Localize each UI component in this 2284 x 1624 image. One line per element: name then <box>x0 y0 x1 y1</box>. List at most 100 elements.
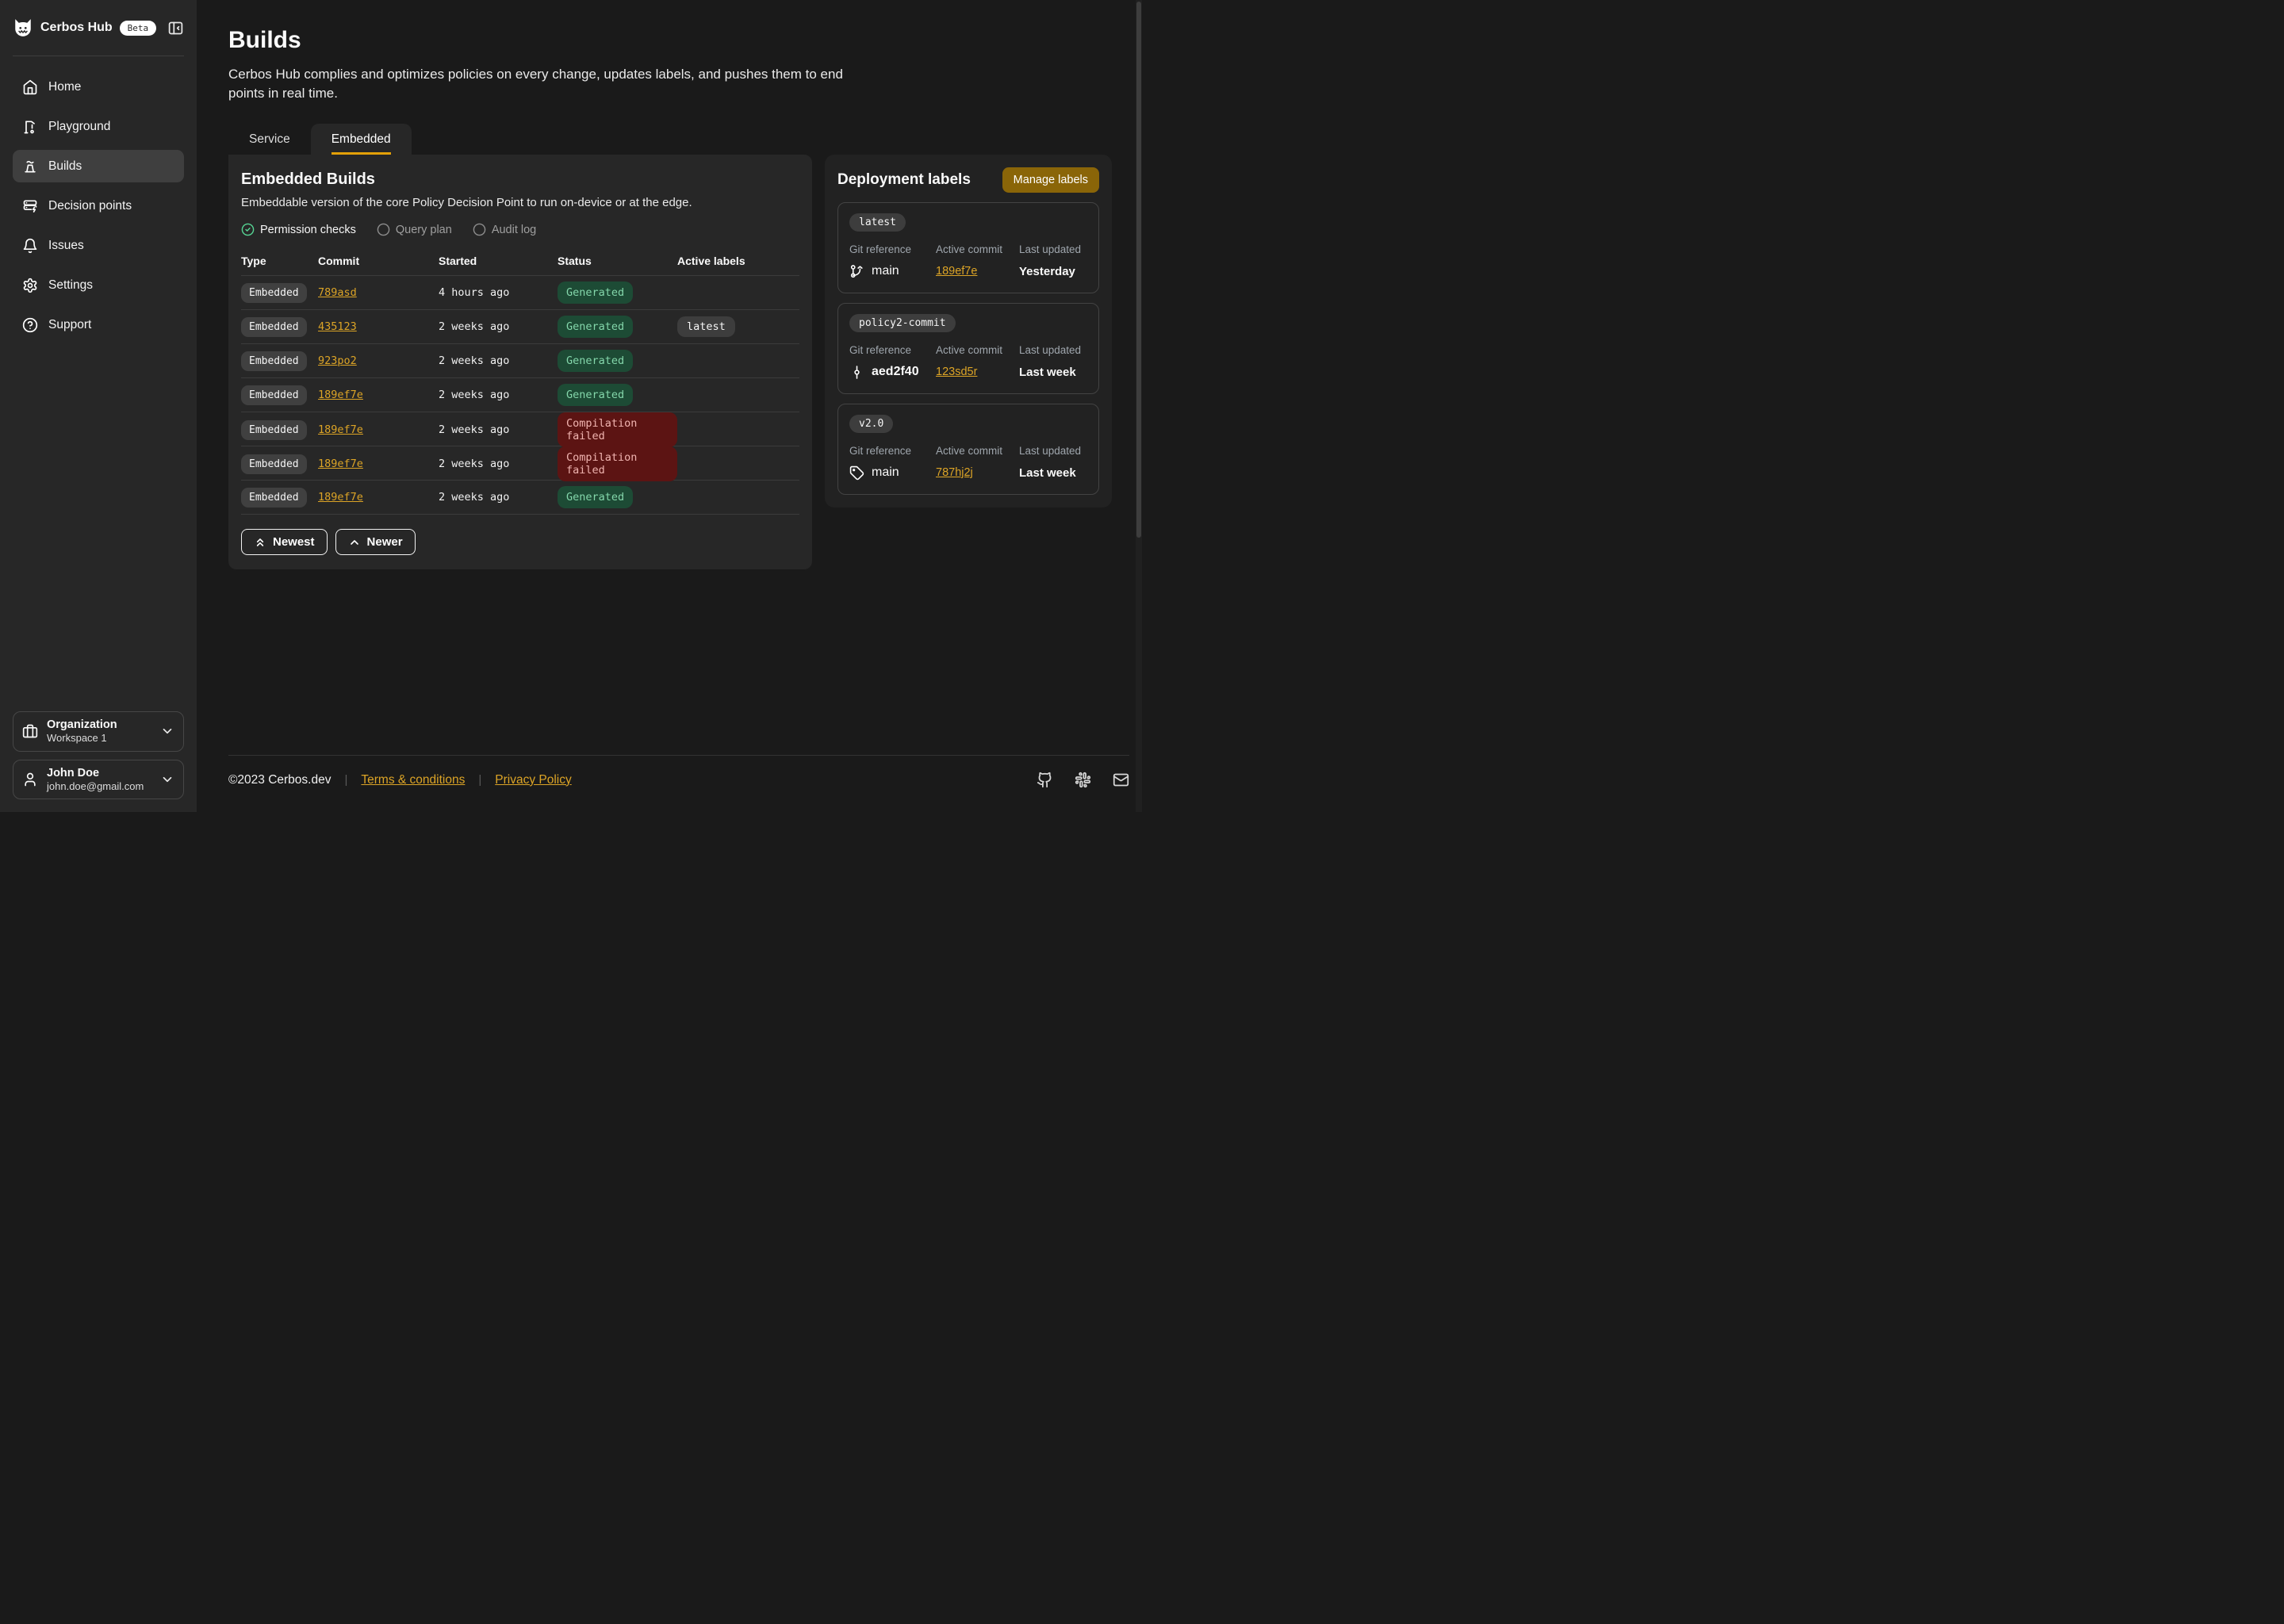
table-row: Embedded 189ef7e 2 weeks ago Compilation… <box>241 446 799 481</box>
last-updated-value: Last week <box>1019 365 1076 379</box>
github-icon[interactable] <box>1037 772 1053 788</box>
deployment-card-v2-0: v2.0 Git reference Active commit Last up… <box>837 404 1099 495</box>
terms-link[interactable]: Terms & conditions <box>361 772 466 787</box>
started-cell: 2 weeks ago <box>439 354 510 367</box>
deployment-labels-title: Deployment labels <box>837 171 971 188</box>
home-icon <box>22 79 38 95</box>
started-cell: 2 weeks ago <box>439 320 510 333</box>
radio-circle-icon <box>377 223 390 236</box>
deployment-card-policy2-commit: policy2-commit Git reference Active comm… <box>837 303 1099 394</box>
commit-link[interactable]: 435123 <box>318 320 357 333</box>
tab-bar: Service Embedded <box>228 124 1129 155</box>
commit-link[interactable]: 923po2 <box>318 354 357 367</box>
table-row: Embedded 923po2 2 weeks ago Generated <box>241 344 799 378</box>
filter-query-plan[interactable]: Query plan <box>377 223 452 236</box>
beta-badge: Beta <box>119 20 157 36</box>
sidebar-item-label: Builds <box>48 159 82 173</box>
active-commit-link[interactable]: 787hj2j <box>936 466 973 479</box>
chevron-down-icon <box>160 772 174 787</box>
sidebar-item-settings[interactable]: Settings <box>13 269 184 301</box>
sidebar-item-issues[interactable]: Issues <box>13 229 184 262</box>
embedded-builds-panel: Embedded Builds Embeddable version of th… <box>228 155 812 569</box>
git-reference-value: main <box>872 264 899 278</box>
manage-labels-button[interactable]: Manage labels <box>1002 167 1099 193</box>
user-menu[interactable]: John Doe john.doe@gmail.com <box>13 759 184 799</box>
status-badge: Generated <box>558 384 634 406</box>
newer-button[interactable]: Newer <box>335 529 416 555</box>
type-badge: Embedded <box>241 350 307 371</box>
git-reference-value: aed2f40 <box>872 365 919 378</box>
sidebar-item-label: Playground <box>48 119 111 133</box>
collapse-sidebar-icon[interactable] <box>167 20 184 36</box>
active-label-badge: latest <box>677 316 735 337</box>
builds-icon <box>22 159 38 174</box>
user-icon <box>22 772 38 787</box>
sidebar-header: Cerbos Hub Beta <box>13 0 184 56</box>
user-email: john.doe@gmail.com <box>47 779 144 792</box>
commit-link[interactable]: 189ef7e <box>318 491 363 504</box>
sidebar-item-decision-points[interactable]: Decision points <box>13 190 184 222</box>
scrollbar[interactable] <box>1136 0 1142 812</box>
chevron-down-icon <box>160 724 174 738</box>
commit-link[interactable]: 189ef7e <box>318 389 363 401</box>
active-commit-link[interactable]: 189ef7e <box>936 265 978 278</box>
organization-switcher[interactable]: Organization Workspace 1 <box>13 711 184 752</box>
commit-link[interactable]: 789asd <box>318 286 357 299</box>
privacy-link[interactable]: Privacy Policy <box>495 772 572 787</box>
help-icon <box>22 317 38 333</box>
tab-service[interactable]: Service <box>249 132 290 146</box>
started-cell: 4 hours ago <box>439 286 510 299</box>
filter-permission-checks[interactable]: Permission checks <box>241 223 356 236</box>
table-row: Embedded 189ef7e 2 weeks ago Generated <box>241 378 799 412</box>
deployment-label-badge: v2.0 <box>849 415 894 433</box>
type-badge: Embedded <box>241 282 307 303</box>
type-badge: Embedded <box>241 487 307 508</box>
commit-link[interactable]: 189ef7e <box>318 423 363 436</box>
status-badge: Compilation failed <box>558 412 677 447</box>
radio-circle-icon <box>473 223 486 236</box>
git-branch-icon <box>849 264 864 279</box>
started-cell: 2 weeks ago <box>439 389 510 401</box>
organization-title: Organization <box>47 718 117 732</box>
sidebar: Cerbos Hub Beta Home Playground Builds <box>0 0 197 812</box>
sidebar-nav: Home Playground Builds Decision points I… <box>0 71 197 341</box>
decision-points-icon <box>22 198 38 214</box>
sidebar-item-support[interactable]: Support <box>13 308 184 341</box>
mail-icon[interactable] <box>1113 772 1129 788</box>
deployment-card-latest: latest Git reference Active commit Last … <box>837 202 1099 293</box>
sidebar-item-builds[interactable]: Builds <box>13 150 184 182</box>
footer-separator: | <box>344 773 348 787</box>
copyright: ©2023 Cerbos.dev <box>228 772 331 787</box>
workspace-name: Workspace 1 <box>47 732 107 745</box>
check-circle-icon <box>241 223 255 236</box>
page-title: Builds <box>228 27 301 53</box>
sidebar-item-home[interactable]: Home <box>13 71 184 103</box>
sidebar-item-label: Home <box>48 79 82 94</box>
status-badge: Compilation failed <box>558 446 677 481</box>
commit-link[interactable]: 189ef7e <box>318 458 363 470</box>
chevrons-up-icon <box>254 536 266 549</box>
scrollbar-thumb[interactable] <box>1136 2 1141 538</box>
status-badge: Generated <box>558 282 634 304</box>
sidebar-item-playground[interactable]: Playground <box>13 110 184 143</box>
briefcase-icon <box>22 723 38 739</box>
newest-button[interactable]: Newest <box>241 529 328 555</box>
table-row: Embedded 189ef7e 2 weeks ago Generated <box>241 481 799 515</box>
tag-icon <box>849 465 864 481</box>
gear-icon <box>22 278 38 293</box>
sidebar-item-label: Settings <box>48 278 94 292</box>
slack-icon[interactable] <box>1075 772 1091 788</box>
table-row: Embedded 189ef7e 2 weeks ago Compilation… <box>241 412 799 447</box>
status-badge: Generated <box>558 350 634 372</box>
panel-description: Embeddable version of the core Policy De… <box>241 196 692 209</box>
panel-title: Embedded Builds <box>241 170 375 188</box>
table-row: Embedded 435123 2 weeks ago Generated la… <box>241 310 799 344</box>
type-badge: Embedded <box>241 316 307 337</box>
builds-table: Type Commit Started Status Active labels… <box>241 246 799 515</box>
active-commit-link[interactable]: 123sd5r <box>936 366 978 378</box>
filter-audit-log[interactable]: Audit log <box>473 223 536 236</box>
started-cell: 2 weeks ago <box>439 423 510 436</box>
tab-embedded[interactable]: Embedded <box>310 124 412 155</box>
last-updated-value: Last week <box>1019 465 1076 480</box>
user-name: John Doe <box>47 766 100 779</box>
